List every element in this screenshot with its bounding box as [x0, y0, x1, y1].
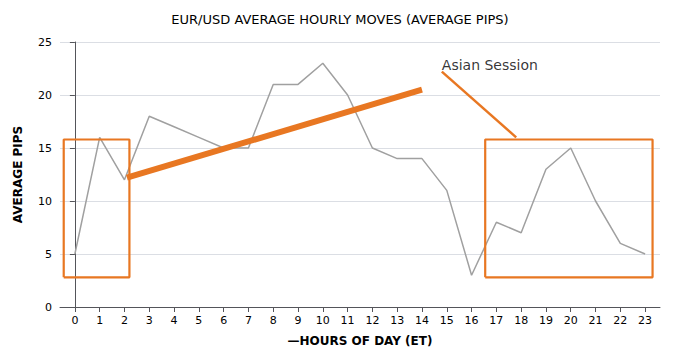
svg-text:17: 17 — [489, 314, 503, 327]
svg-text:4: 4 — [171, 314, 178, 327]
svg-text:0: 0 — [71, 314, 78, 327]
svg-text:7: 7 — [245, 314, 252, 327]
svg-text:19: 19 — [539, 314, 553, 327]
svg-text:18: 18 — [514, 314, 528, 327]
svg-text:14: 14 — [415, 314, 429, 327]
svg-text:5: 5 — [45, 248, 52, 261]
svg-text:15: 15 — [440, 314, 454, 327]
svg-text:6: 6 — [220, 314, 227, 327]
svg-text:20: 20 — [38, 89, 52, 102]
svg-text:16: 16 — [465, 314, 479, 327]
svg-text:25: 25 — [38, 36, 52, 49]
svg-text:23: 23 — [638, 314, 652, 327]
svg-text:11: 11 — [341, 314, 355, 327]
svg-text:10: 10 — [38, 195, 52, 208]
svg-text:21: 21 — [589, 314, 603, 327]
svg-text:3: 3 — [146, 314, 153, 327]
svg-text:10: 10 — [316, 314, 330, 327]
svg-text:9: 9 — [295, 314, 302, 327]
svg-text:0: 0 — [45, 301, 52, 314]
svg-text:20: 20 — [564, 314, 578, 327]
svg-text:1: 1 — [96, 314, 103, 327]
svg-text:2: 2 — [121, 314, 128, 327]
svg-text:5: 5 — [195, 314, 202, 327]
svg-text:8: 8 — [270, 314, 277, 327]
svg-text:13: 13 — [390, 314, 404, 327]
svg-text:—HOURS OF DAY (ET): —HOURS OF DAY (ET) — [288, 334, 433, 348]
svg-text:15: 15 — [38, 142, 52, 155]
svg-text:AVERAGE PIPS: AVERAGE PIPS — [11, 126, 25, 223]
svg-text:22: 22 — [613, 314, 627, 327]
svg-text:12: 12 — [365, 314, 379, 327]
svg-text:Asian Session: Asian Session — [442, 57, 538, 73]
svg-text:EUR/USD AVERAGE HOURLY MOVES (: EUR/USD AVERAGE HOURLY MOVES (AVERAGE PI… — [171, 12, 508, 27]
